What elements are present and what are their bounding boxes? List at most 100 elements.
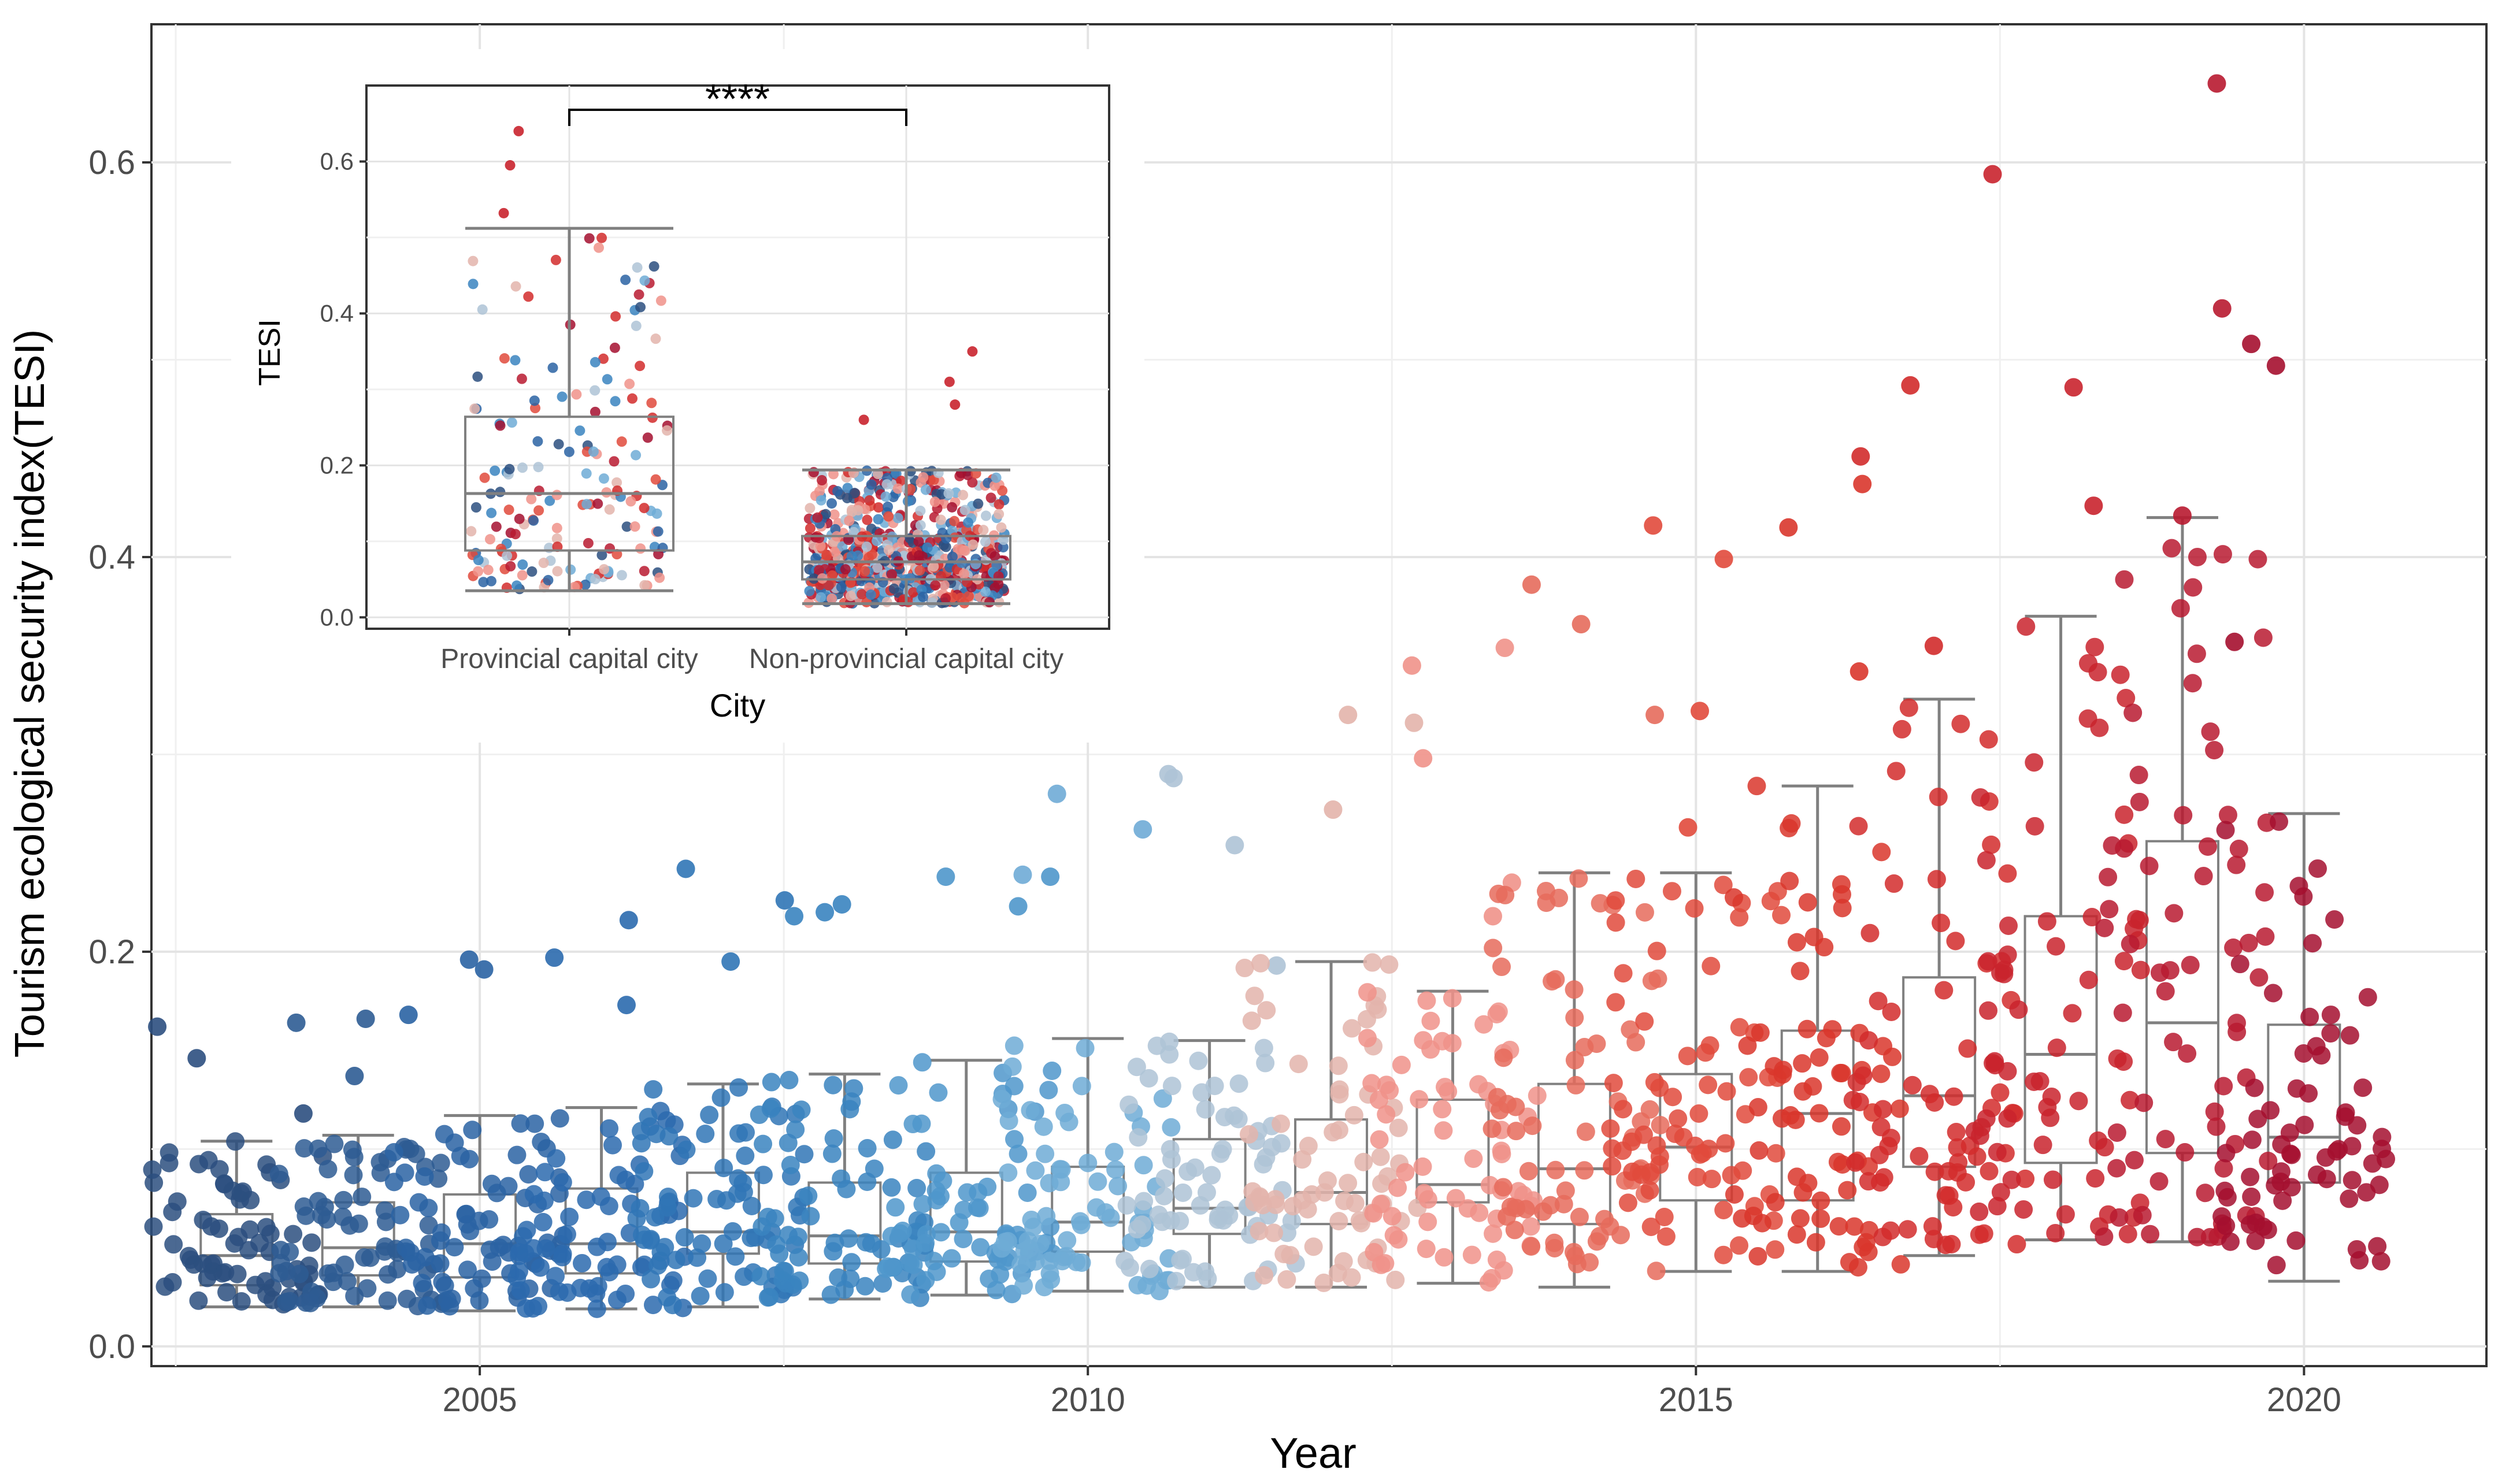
jitter-point xyxy=(2217,1144,2236,1163)
jitter-point xyxy=(547,1149,566,1168)
jitter-point xyxy=(1603,1157,1622,1176)
jitter-point xyxy=(1870,1145,1889,1164)
inset-jitter-point xyxy=(805,503,816,514)
jitter-point xyxy=(1150,1282,1169,1301)
jitter-point xyxy=(2047,1038,2066,1058)
jitter-point xyxy=(1978,952,1997,971)
inset-jitter-point xyxy=(590,385,601,396)
jitter-point xyxy=(2127,910,2146,929)
inset-jitter-point xyxy=(653,526,664,537)
jitter-point xyxy=(927,1164,946,1183)
inset-jitter-point xyxy=(533,505,544,516)
jitter-point xyxy=(2303,934,2322,953)
outlier-point xyxy=(1041,867,1060,886)
main-y-axis-title: Tourism ecological security index(TESI) xyxy=(7,329,53,1058)
jitter-point xyxy=(1368,1000,1387,1019)
jitter-point xyxy=(675,1228,694,1247)
inset-outlier-point xyxy=(950,399,961,410)
jitter-point xyxy=(1328,1264,1347,1283)
inset-jitter-point xyxy=(881,596,892,607)
inset-x-axis-title: City xyxy=(710,687,765,724)
jitter-point xyxy=(2038,1098,2057,1117)
outlier-point xyxy=(2266,356,2285,375)
inset-jitter-point xyxy=(512,580,522,591)
inset-jitter-point xyxy=(470,502,481,513)
jitter-point xyxy=(1811,1191,1830,1210)
jitter-point xyxy=(1088,1172,1107,1191)
jitter-point xyxy=(842,1253,861,1272)
inset-jitter-point xyxy=(814,565,825,576)
inset-jitter-point xyxy=(529,395,540,406)
jitter-point xyxy=(560,1207,579,1226)
jitter-point xyxy=(1418,1212,1437,1231)
jitter-point xyxy=(2115,805,2134,824)
inset-jitter-point xyxy=(994,509,1005,520)
jitter-point xyxy=(1618,1193,1637,1212)
jitter-point xyxy=(324,1263,343,1282)
jitter-point xyxy=(2121,934,2140,954)
jitter-point xyxy=(1522,1237,1541,1256)
jitter-point xyxy=(1546,1160,1565,1179)
inset-jitter-point xyxy=(892,513,903,524)
jitter-point xyxy=(2184,578,2203,597)
jitter-point xyxy=(1377,1105,1396,1124)
jitter-point xyxy=(822,1144,842,1163)
jitter-point xyxy=(1871,1064,1891,1084)
jitter-point xyxy=(2248,550,2267,569)
jitter-point xyxy=(1036,1144,1055,1163)
jitter-point xyxy=(1595,1210,1614,1229)
inset-jitter-point xyxy=(639,580,650,591)
inset-jitter-point xyxy=(477,304,488,315)
jitter-point xyxy=(318,1160,338,1179)
jitter-point xyxy=(1774,1060,1793,1079)
jitter-point xyxy=(968,1198,987,1217)
inset-jitter-point xyxy=(929,496,940,507)
outlier-point xyxy=(475,960,494,979)
jitter-point xyxy=(1106,1160,1125,1179)
jitter-point xyxy=(1604,1074,1623,1093)
inset-jitter-point xyxy=(627,393,638,404)
outlier-point xyxy=(1267,956,1286,975)
jitter-point xyxy=(715,1283,734,1302)
inset-jitter-point xyxy=(528,515,539,526)
inset-jitter-point xyxy=(863,552,874,563)
jitter-point xyxy=(1798,893,1817,912)
inset-jitter-point xyxy=(861,541,872,552)
jitter-point xyxy=(1388,1178,1407,1197)
jitter-point xyxy=(1284,1197,1303,1216)
jitter-point xyxy=(1934,981,1954,1000)
jitter-point xyxy=(857,1233,876,1252)
jitter-point xyxy=(433,1272,452,1292)
jitter-point xyxy=(388,1260,407,1279)
inset-jitter-point xyxy=(989,551,1000,562)
jitter-point xyxy=(2230,955,2249,974)
jitter-point xyxy=(232,1292,251,1311)
jitter-point xyxy=(1250,1222,1269,1241)
jitter-point xyxy=(1501,1197,1520,1216)
jitter-point xyxy=(1793,1082,1813,1101)
inset-jitter-point xyxy=(484,534,495,545)
jitter-point xyxy=(160,1153,179,1173)
jitter-point xyxy=(969,1183,988,1202)
jitter-point xyxy=(1985,1052,2004,1071)
jitter-point xyxy=(2113,1003,2132,1022)
jitter-point xyxy=(1272,1114,1291,1133)
significance-bracket: **** xyxy=(568,76,907,126)
jitter-point xyxy=(1129,1128,1148,1147)
jitter-point xyxy=(1587,1034,1606,1053)
jitter-point xyxy=(1998,1109,2017,1128)
jitter-point xyxy=(225,1234,244,1253)
jitter-point xyxy=(1699,1140,1718,1159)
jitter-point xyxy=(2130,792,2149,811)
inset-jitter-point xyxy=(914,565,925,576)
inset-jitter-point xyxy=(616,570,627,581)
jitter-point xyxy=(1991,1183,2010,1202)
jitter-point xyxy=(2121,1090,2140,1110)
jitter-point xyxy=(1037,1207,1056,1226)
jitter-point xyxy=(1505,1220,1524,1240)
jitter-point xyxy=(762,1073,781,1092)
jitter-point xyxy=(1178,1162,1198,1181)
inset-outlier-point xyxy=(944,376,955,387)
jitter-point xyxy=(1849,817,1868,836)
jitter-point xyxy=(1751,1023,1770,1042)
